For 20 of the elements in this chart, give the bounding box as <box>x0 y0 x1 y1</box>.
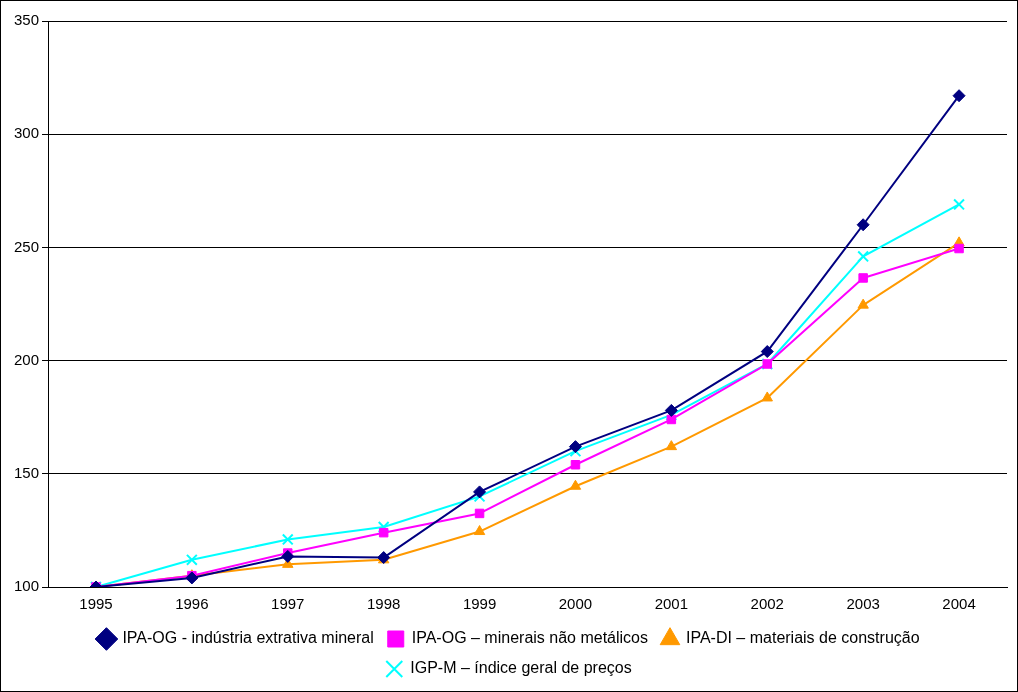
x-tick-label: 2002 <box>750 595 784 613</box>
y-tick-label: 350 <box>14 11 40 29</box>
legend-label: IPA-OG - indústria extrativa mineral <box>122 629 374 647</box>
x-tick-label: 1996 <box>175 595 209 613</box>
x-tick-label: 1995 <box>79 595 113 613</box>
x-tick-label: 2003 <box>846 595 880 613</box>
x-tick-label: 1998 <box>366 595 401 613</box>
legend-label: IPA-OG – minerais não metálicos <box>411 629 648 647</box>
y-tick-label: 250 <box>14 237 40 255</box>
y-tick-label: 150 <box>14 463 40 481</box>
x-tick-label: 1997 <box>271 595 305 613</box>
x-tick-label: 2000 <box>558 595 593 613</box>
x-tick-label: 1999 <box>462 595 497 613</box>
legend-label: IPA-DI – materiais de construção <box>686 629 920 647</box>
y-tick-label: 300 <box>14 124 40 142</box>
x-tick-label: 2004 <box>942 595 976 613</box>
y-tick-label: 200 <box>14 350 40 368</box>
y-tick-label: 100 <box>14 577 40 595</box>
legend-label: IGP-M – índice geral de preços <box>410 659 632 677</box>
x-tick-label: 2001 <box>654 595 689 613</box>
